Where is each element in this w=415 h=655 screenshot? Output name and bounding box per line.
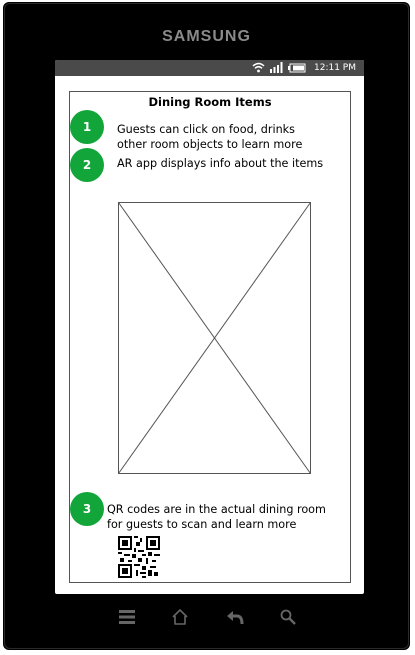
step-3-line-1: QR codes are in the actual dining room xyxy=(107,503,326,516)
phone-screen: 12:11 PM Dining Room Items 1 Guests can … xyxy=(55,60,364,594)
step-1-line-2: other room objects to learn more xyxy=(117,138,303,151)
menu-icon xyxy=(119,610,135,624)
search-icon xyxy=(280,609,296,625)
hardware-nav-keys xyxy=(3,606,410,630)
step-badge-2: 2 xyxy=(70,148,104,182)
home-key[interactable] xyxy=(169,606,191,628)
qr-code xyxy=(118,536,160,578)
page-title: Dining Room Items xyxy=(148,95,272,109)
phone-bezel-edge xyxy=(4,3,409,649)
back-key[interactable] xyxy=(224,606,246,628)
search-key[interactable] xyxy=(277,606,299,628)
step-badge-1: 1 xyxy=(70,110,104,144)
image-placeholder xyxy=(118,202,311,474)
battery-icon xyxy=(288,63,306,72)
status-time: 12:11 PM xyxy=(314,62,356,73)
step-3-line-2: for guests to scan and learn more xyxy=(107,518,297,531)
content-frame: Dining Room Items 1 Guests can click on … xyxy=(69,91,351,583)
status-bar: 12:11 PM xyxy=(55,60,364,76)
brand-logo: SAMSUNG xyxy=(162,28,251,45)
step-1-line-1: Guests can click on food, drinks xyxy=(117,123,295,136)
menu-key[interactable] xyxy=(116,606,138,628)
home-icon xyxy=(172,609,188,625)
step-badge-3: 3 xyxy=(70,492,104,526)
phone-device: SAMSUNG 12:1 xyxy=(3,2,410,650)
back-icon xyxy=(227,611,244,625)
signal-icon xyxy=(270,62,283,73)
step-2-line-1: AR app displays info about the items xyxy=(117,157,324,170)
wifi-icon xyxy=(252,62,265,73)
